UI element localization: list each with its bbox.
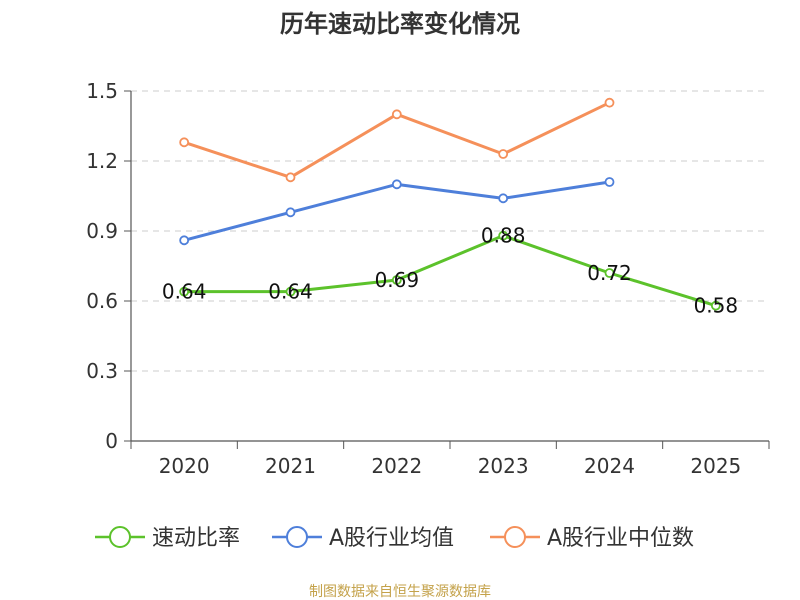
data-label: 0.64 (268, 280, 313, 304)
series-line (184, 234, 717, 308)
x-tick-label: 2021 (265, 454, 316, 478)
axes: 0 0.3 0.6 0.9 1.2 1.5 2020 2021 2022 2023 2024 2025 (86, 79, 770, 478)
legend[interactable]: 速动比率 A股行业均值 A股行业中位数 (95, 526, 694, 551)
source-note: 制图数据来自恒生聚源数据库 (309, 584, 491, 600)
legend-label: A股行业均值 (329, 526, 454, 551)
legend-item[interactable]: A股行业均值 (272, 526, 454, 551)
series-line (183, 180, 610, 242)
data-label: 0.88 (481, 224, 526, 248)
data-point[interactable] (498, 193, 509, 204)
data-point[interactable] (498, 149, 509, 159)
data-point[interactable] (498, 230, 509, 241)
data-point[interactable] (604, 97, 615, 108)
y-tick-label: 1.5 (86, 79, 118, 103)
legend-marker-icon (109, 526, 131, 548)
x-tick-label: 2024 (584, 454, 635, 478)
series (179, 97, 721, 311)
chart-title: 历年速动比率变化情况 (280, 10, 520, 38)
data-point[interactable] (285, 172, 296, 183)
legend-label: A股行业中位数 (547, 526, 694, 551)
y-tick-label: 0.9 (86, 219, 118, 243)
legend-marker-icon (504, 526, 526, 548)
data-point[interactable] (179, 137, 190, 148)
data-point[interactable] (604, 177, 615, 187)
y-tick-label: 0.3 (86, 359, 118, 383)
x-tick-label: 2022 (371, 454, 422, 478)
data-point[interactable] (179, 235, 190, 246)
data-point[interactable] (391, 109, 402, 120)
data-label: 0.58 (694, 294, 739, 318)
legend-label: 速动比率 (152, 526, 240, 551)
data-point[interactable] (710, 300, 721, 311)
x-tick-label: 2023 (478, 454, 529, 478)
x-tick-label: 2025 (690, 454, 741, 478)
data-label: 0.69 (375, 268, 420, 292)
legend-item[interactable]: 速动比率 (95, 526, 240, 551)
y-tick-label: 0.6 (86, 289, 118, 313)
legend-item[interactable]: A股行业中位数 (490, 526, 694, 551)
data-point[interactable] (179, 286, 190, 297)
data-point[interactable] (285, 286, 296, 297)
data-label: 0.72 (587, 261, 632, 285)
data-point[interactable] (391, 179, 402, 190)
data-point[interactable] (285, 207, 296, 218)
data-label: 0.64 (162, 280, 207, 304)
data-labels: 0.64 0.64 0.69 0.88 0.72 0.58 (162, 224, 738, 318)
legend-marker-icon (286, 526, 308, 548)
grid (131, 90, 769, 372)
data-point[interactable] (391, 275, 402, 285)
data-point[interactable] (604, 268, 615, 278)
y-tick-label: 0 (105, 429, 118, 453)
y-tick-label: 1.2 (86, 149, 118, 173)
x-tick-label: 2020 (159, 454, 210, 478)
